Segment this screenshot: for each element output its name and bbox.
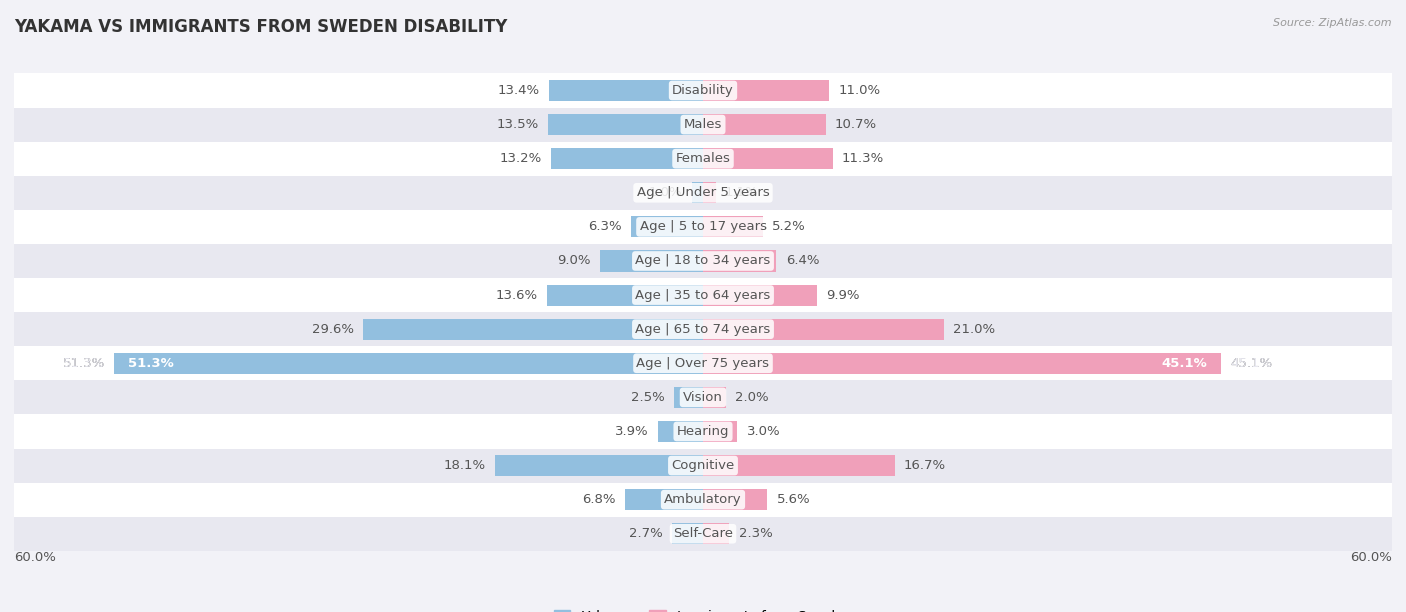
Text: Disability: Disability	[672, 84, 734, 97]
Text: 2.0%: 2.0%	[735, 391, 769, 404]
Text: 51.3%: 51.3%	[62, 357, 105, 370]
Text: 51.3%: 51.3%	[128, 357, 173, 370]
Text: 9.9%: 9.9%	[825, 289, 859, 302]
Bar	[14, 312, 1392, 346]
Bar	[672, 523, 703, 544]
Bar	[692, 182, 703, 203]
Text: Males: Males	[683, 118, 723, 131]
Text: 9.0%: 9.0%	[557, 255, 591, 267]
Text: 21.0%: 21.0%	[953, 323, 995, 335]
Bar	[495, 455, 703, 476]
Text: 45.1%: 45.1%	[1230, 357, 1272, 370]
Bar	[703, 114, 825, 135]
Bar	[14, 73, 1392, 108]
Text: 6.8%: 6.8%	[582, 493, 616, 506]
Text: 1.0%: 1.0%	[648, 186, 682, 200]
Text: 51.3%: 51.3%	[62, 357, 105, 370]
Bar	[675, 387, 703, 408]
Text: 2.7%: 2.7%	[628, 528, 662, 540]
Bar	[599, 250, 703, 272]
Text: 2.5%: 2.5%	[631, 391, 665, 404]
Text: 3.0%: 3.0%	[747, 425, 780, 438]
Bar	[703, 182, 716, 203]
Bar	[703, 250, 776, 272]
Text: YAKAMA VS IMMIGRANTS FROM SWEDEN DISABILITY: YAKAMA VS IMMIGRANTS FROM SWEDEN DISABIL…	[14, 18, 508, 36]
Text: Age | 5 to 17 years: Age | 5 to 17 years	[640, 220, 766, 233]
Bar	[14, 278, 1392, 312]
Text: 5.6%: 5.6%	[776, 493, 810, 506]
Text: 1.1%: 1.1%	[725, 186, 759, 200]
Bar	[631, 216, 703, 237]
Text: Hearing: Hearing	[676, 425, 730, 438]
Bar	[14, 483, 1392, 517]
Bar	[14, 346, 1392, 380]
Bar	[14, 108, 1392, 141]
Bar	[703, 353, 1220, 374]
Text: 13.5%: 13.5%	[496, 118, 538, 131]
Bar	[14, 141, 1392, 176]
Text: Source: ZipAtlas.com: Source: ZipAtlas.com	[1274, 18, 1392, 28]
Bar	[703, 216, 762, 237]
Bar	[14, 244, 1392, 278]
Text: Self-Care: Self-Care	[673, 528, 733, 540]
Bar	[114, 353, 703, 374]
Text: 11.0%: 11.0%	[838, 84, 880, 97]
Text: 13.2%: 13.2%	[501, 152, 543, 165]
Bar	[14, 176, 1392, 210]
Bar	[703, 148, 832, 170]
Text: 11.3%: 11.3%	[842, 152, 884, 165]
Bar	[14, 517, 1392, 551]
Text: Females: Females	[675, 152, 731, 165]
Bar	[703, 285, 817, 305]
Text: Age | 18 to 34 years: Age | 18 to 34 years	[636, 255, 770, 267]
Text: 13.4%: 13.4%	[498, 84, 540, 97]
Legend: Yakama, Immigrants from Sweden: Yakama, Immigrants from Sweden	[548, 605, 858, 612]
Text: 2.3%: 2.3%	[738, 528, 772, 540]
Text: 6.4%: 6.4%	[786, 255, 820, 267]
Bar	[703, 455, 894, 476]
Text: Age | Under 5 years: Age | Under 5 years	[637, 186, 769, 200]
Bar	[551, 148, 703, 170]
Bar	[550, 80, 703, 101]
Text: 16.7%: 16.7%	[904, 459, 946, 472]
Text: 45.1%: 45.1%	[1230, 357, 1272, 370]
Bar	[548, 114, 703, 135]
Text: Age | Over 75 years: Age | Over 75 years	[637, 357, 769, 370]
Text: 10.7%: 10.7%	[835, 118, 877, 131]
Text: 45.1%: 45.1%	[1161, 357, 1208, 370]
Bar	[703, 319, 945, 340]
Bar	[658, 421, 703, 442]
Bar	[703, 489, 768, 510]
Bar	[703, 80, 830, 101]
Text: Age | 35 to 64 years: Age | 35 to 64 years	[636, 289, 770, 302]
Text: 18.1%: 18.1%	[444, 459, 486, 472]
Text: 60.0%: 60.0%	[1350, 551, 1392, 564]
Text: 6.3%: 6.3%	[588, 220, 621, 233]
Text: Vision: Vision	[683, 391, 723, 404]
Bar	[14, 414, 1392, 449]
Text: 5.2%: 5.2%	[772, 220, 806, 233]
Bar	[547, 285, 703, 305]
Text: 13.6%: 13.6%	[495, 289, 537, 302]
Text: 60.0%: 60.0%	[14, 551, 56, 564]
Text: 29.6%: 29.6%	[312, 323, 354, 335]
Text: 3.9%: 3.9%	[616, 425, 650, 438]
Bar	[703, 387, 725, 408]
Bar	[14, 210, 1392, 244]
Text: Cognitive: Cognitive	[672, 459, 734, 472]
Text: Age | 65 to 74 years: Age | 65 to 74 years	[636, 323, 770, 335]
Text: Ambulatory: Ambulatory	[664, 493, 742, 506]
Bar	[14, 380, 1392, 414]
Bar	[14, 449, 1392, 483]
Bar	[624, 489, 703, 510]
Bar	[703, 421, 738, 442]
Bar	[703, 523, 730, 544]
Bar	[363, 319, 703, 340]
